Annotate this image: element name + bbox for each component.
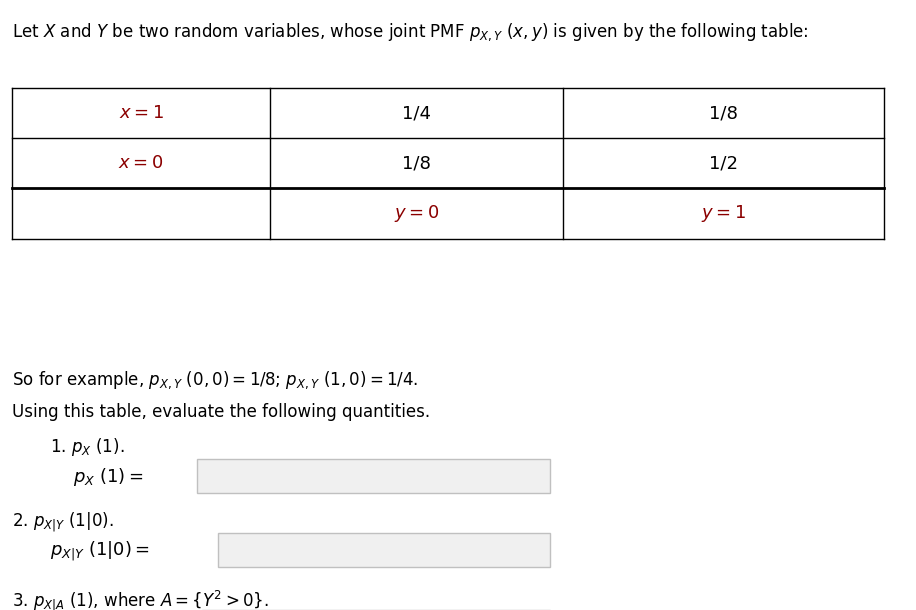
Text: $p_{X|Y}$ $(1|0) =$: $p_{X|Y}$ $(1|0) =$ xyxy=(50,540,150,563)
Text: 2. $p_{X|Y}$ $(1|0)$.: 2. $p_{X|Y}$ $(1|0)$. xyxy=(12,511,114,534)
Text: So for example, $p_{X,Y}$ $(0, 0) = 1/8$; $p_{X,Y}$ $(1, 0) = 1/4$.: So for example, $p_{X,Y}$ $(0, 0) = 1/8$… xyxy=(12,369,419,390)
Text: $y = 0$: $y = 0$ xyxy=(394,203,440,224)
Text: 1. $p_X$ $(1)$.: 1. $p_X$ $(1)$. xyxy=(50,436,125,458)
Text: $x = 0$: $x = 0$ xyxy=(118,154,164,173)
Text: 1/4: 1/4 xyxy=(402,104,431,123)
Text: 1/8: 1/8 xyxy=(709,104,738,123)
Text: $y = 1$: $y = 1$ xyxy=(701,203,747,224)
Text: 3. $p_{X|A}$ $(1)$, where $A = \{Y^2 > 0\}$.: 3. $p_{X|A}$ $(1)$, where $A = \{Y^2 > 0… xyxy=(12,589,268,610)
FancyBboxPatch shape xyxy=(197,459,550,493)
FancyBboxPatch shape xyxy=(218,533,550,567)
Text: $x = 1$: $x = 1$ xyxy=(118,104,164,123)
Text: 1/2: 1/2 xyxy=(709,154,738,173)
Text: 1/8: 1/8 xyxy=(402,154,431,173)
Text: $p_X$ $(1) =$: $p_X$ $(1) =$ xyxy=(73,466,144,488)
Text: Using this table, evaluate the following quantities.: Using this table, evaluate the following… xyxy=(12,403,430,421)
Text: Let $\mathit{X}$ and $\mathit{Y}$ be two random variables, whose joint PMF $p_{X: Let $\mathit{X}$ and $\mathit{Y}$ be two… xyxy=(12,21,809,43)
